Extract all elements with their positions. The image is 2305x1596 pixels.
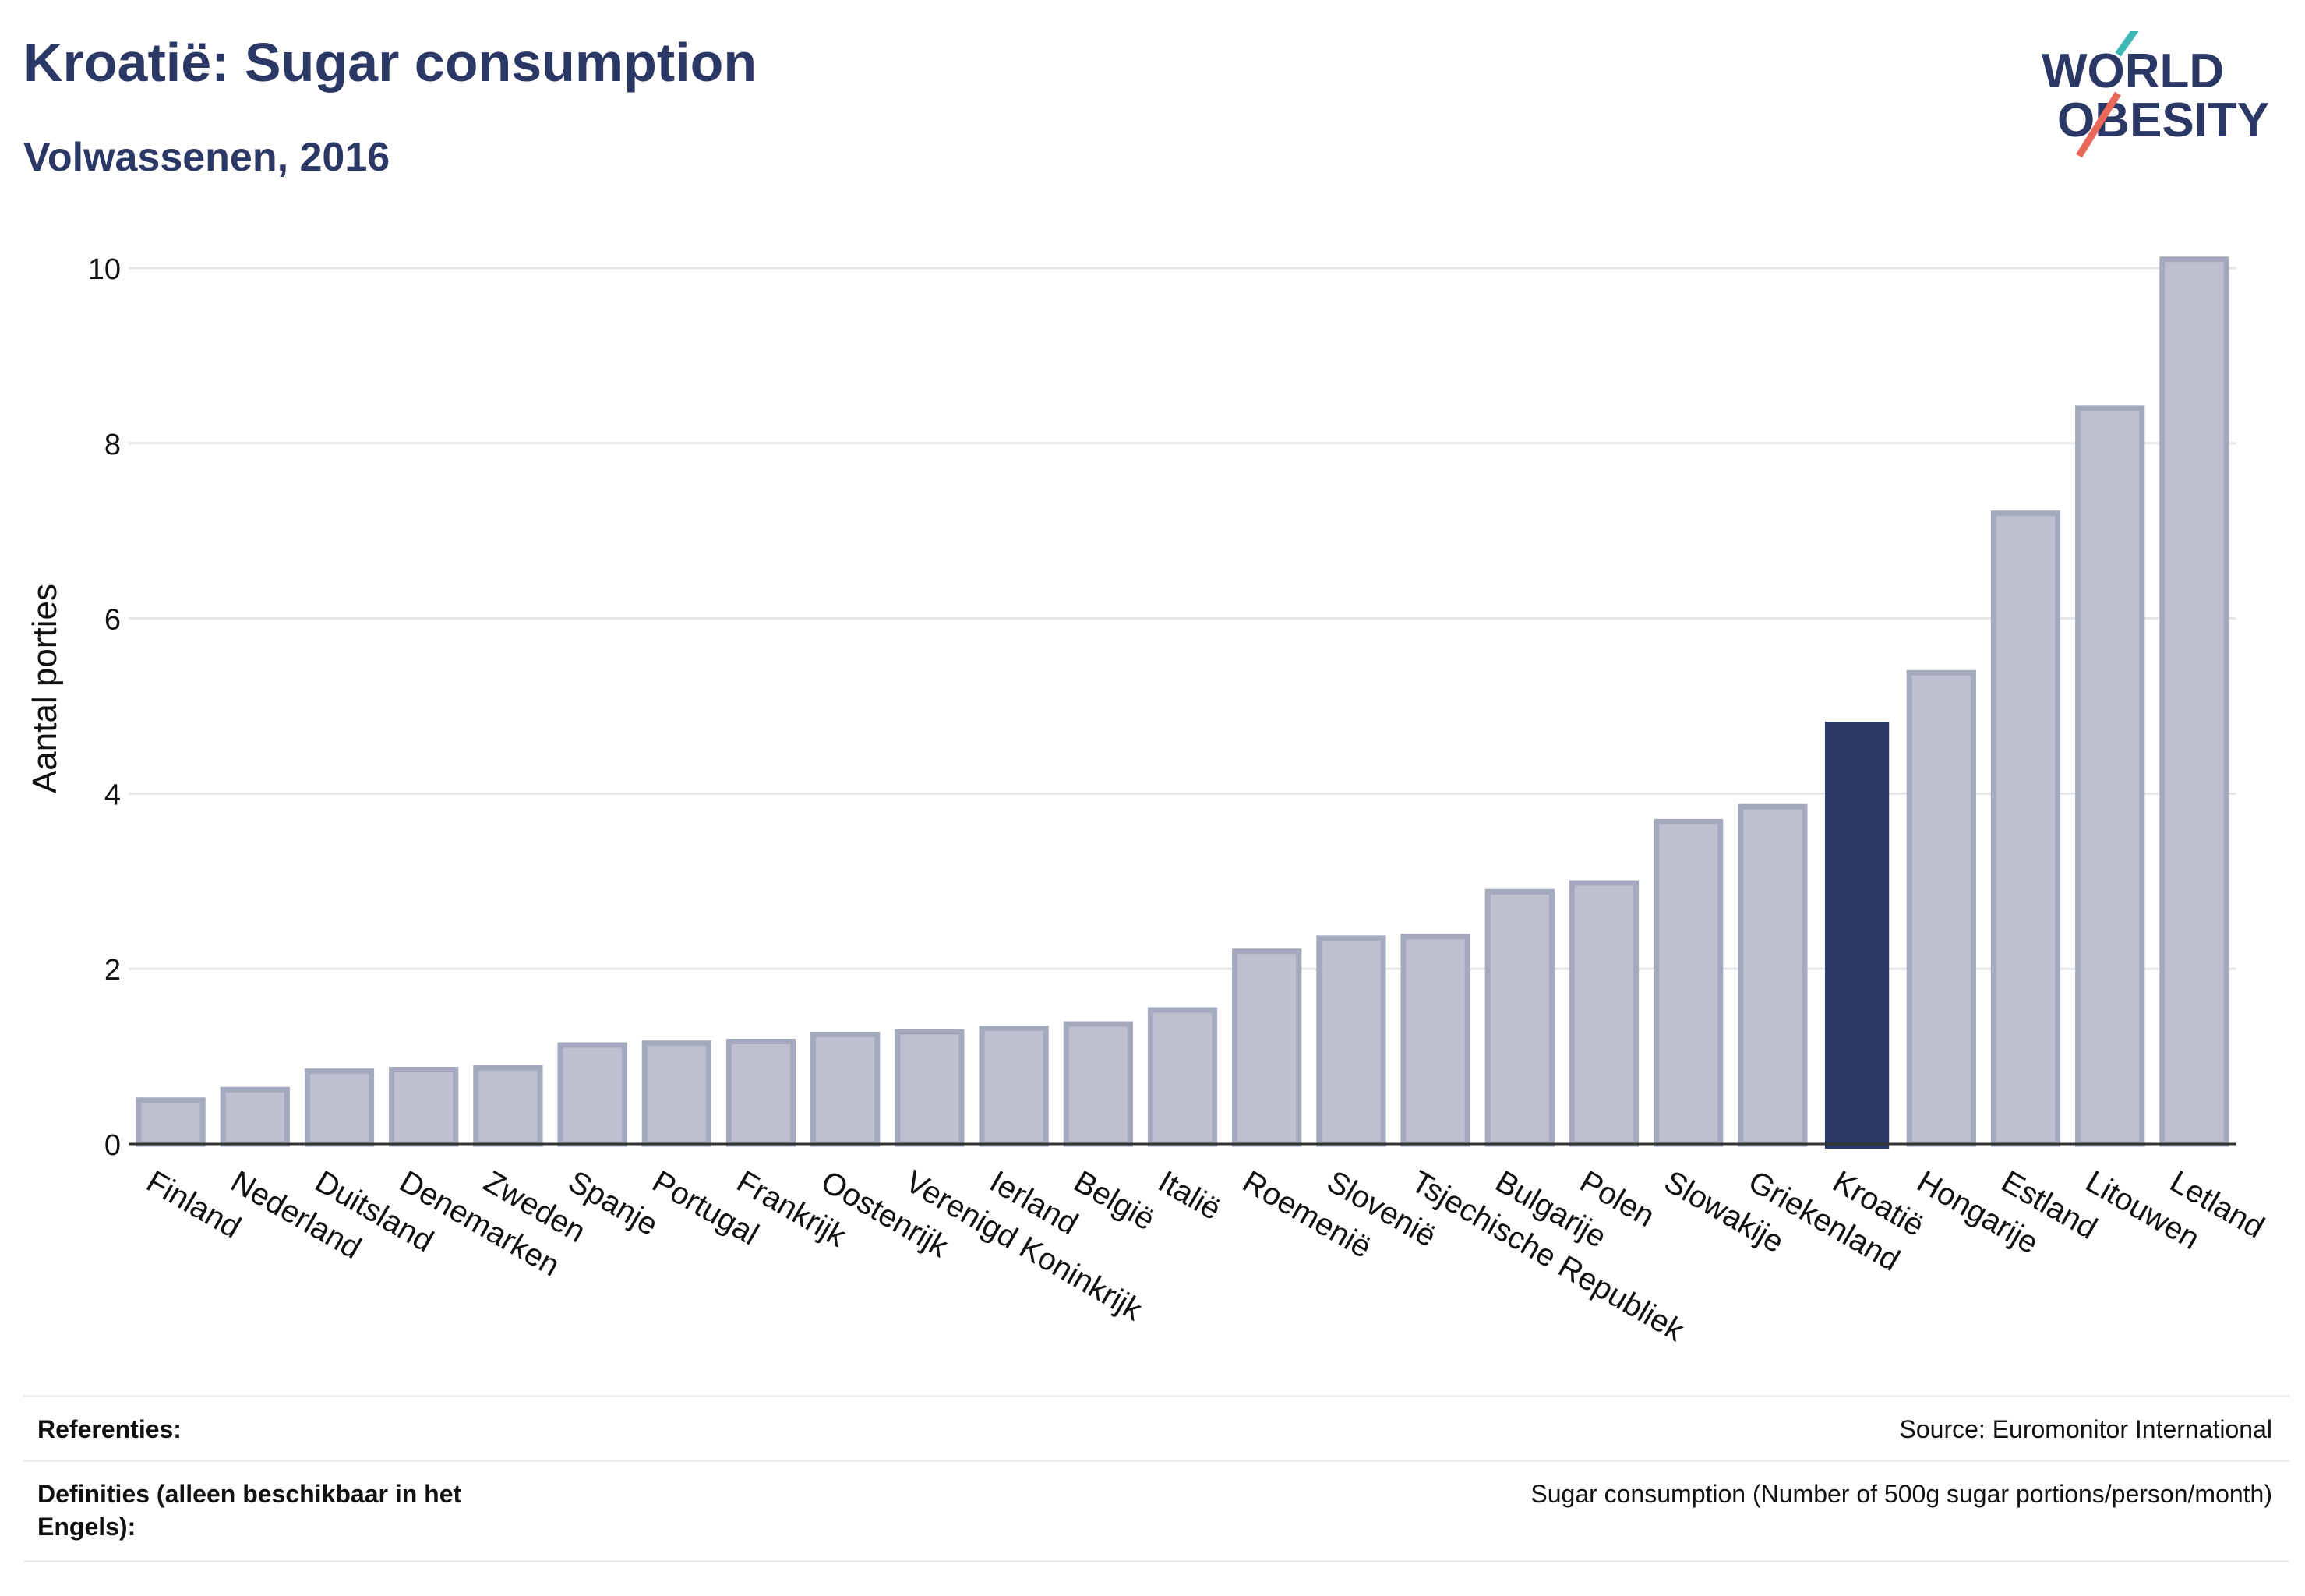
bar (220, 1086, 290, 1147)
bar (725, 1038, 796, 1147)
logo-slash-bottom (2076, 91, 2121, 158)
bar (136, 1097, 206, 1147)
logo-line1: WORLD (2042, 44, 2224, 98)
y-tick-label: 0 (104, 1129, 121, 1162)
x-tick-label: Finland (141, 1164, 247, 1245)
y-tick-label: 8 (104, 429, 121, 461)
y-axis-label: Aantal porties (26, 584, 64, 793)
bar (895, 1029, 965, 1147)
bar (1400, 934, 1470, 1147)
y-tick-label: 10 (88, 253, 121, 286)
bar (1484, 888, 1555, 1147)
bar (1990, 510, 2061, 1147)
bar (1063, 1021, 1133, 1147)
page-title: Kroatië: Sugar consumption (23, 32, 757, 93)
bar (810, 1032, 881, 1147)
y-tick-label: 4 (104, 779, 121, 811)
y-tick-label: 6 (104, 604, 121, 637)
x-tick-label: België (1068, 1164, 1160, 1238)
bar (389, 1066, 459, 1147)
definitions-row: Definities (alleen beschikbaar in het En… (23, 1460, 2289, 1562)
world-obesity-logo: WORLD OBESITY (2042, 31, 2269, 158)
references-value: Source: Euromonitor International (1899, 1415, 2272, 1443)
references-label: Referenties: (37, 1415, 182, 1443)
bar (304, 1068, 375, 1147)
y-tick-label: 2 (104, 954, 121, 987)
bar (1316, 935, 1386, 1147)
bar-highlight (1824, 722, 1890, 1149)
definitions-label: Definities (alleen beschikbaar in het En… (37, 1480, 462, 1541)
bar (1232, 948, 1302, 1147)
logo-slash-top (2115, 31, 2139, 57)
bar (557, 1042, 627, 1147)
bar (1147, 1007, 1218, 1147)
definitions-value: Sugar consumption (Number of 500g sugar … (1530, 1480, 2272, 1508)
page-subtitle: Volwassenen, 2016 (23, 135, 390, 180)
x-tick-label: Italië (1152, 1164, 1227, 1227)
bar (473, 1065, 543, 1147)
bar (1654, 818, 1724, 1147)
bar (2075, 405, 2145, 1147)
references-row: Referenties: Source: Euromonitor Interna… (23, 1395, 2289, 1461)
bar (1906, 669, 1976, 1147)
bar (1569, 880, 1640, 1147)
bar (979, 1026, 1049, 1147)
bar (641, 1040, 711, 1147)
bar (1738, 803, 1808, 1147)
bar (2159, 256, 2229, 1147)
